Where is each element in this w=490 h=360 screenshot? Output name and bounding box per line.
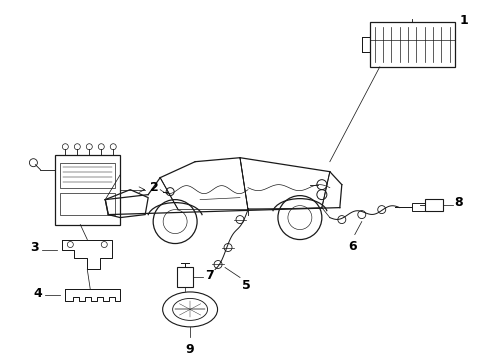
Text: 1: 1 <box>460 14 468 27</box>
Text: 5: 5 <box>242 279 251 292</box>
Text: 8: 8 <box>455 196 463 209</box>
Bar <box>425 199 442 211</box>
Text: 7: 7 <box>205 269 214 282</box>
Bar <box>60 193 115 215</box>
Text: 6: 6 <box>348 239 356 253</box>
Bar <box>370 22 455 67</box>
Text: 9: 9 <box>185 343 194 356</box>
Text: 2: 2 <box>150 181 159 194</box>
Bar <box>412 203 426 211</box>
Text: 3: 3 <box>30 241 39 254</box>
Bar <box>177 267 193 287</box>
Text: 4: 4 <box>33 287 42 300</box>
Bar <box>55 155 120 225</box>
Bar <box>60 163 115 188</box>
